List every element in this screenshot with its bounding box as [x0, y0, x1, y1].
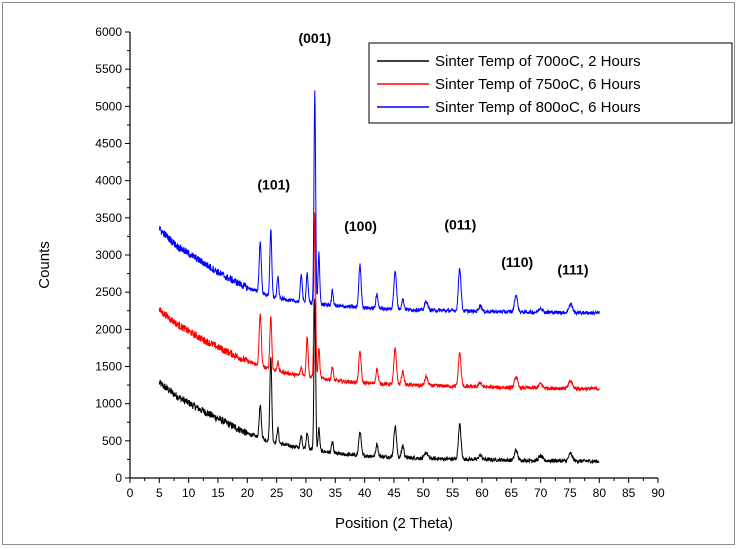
- peak-label: (100): [344, 218, 377, 234]
- x-tick-label: 0: [127, 486, 134, 500]
- y-ticks: 0 500 1000 1500 2000 2500 3000 3500 4000 4500 5000…: [95, 25, 130, 485]
- series-line-3: [158, 90, 600, 317]
- y-tick-label: 0: [115, 471, 122, 485]
- legend-entry: Sinter Temp of 750oC, 6 Hours: [435, 76, 641, 93]
- x-tick-label: 70: [534, 486, 548, 500]
- x-tick-label: 25: [270, 486, 284, 500]
- xrd-chart: 0 5 10 15 20 25 30 35 40 45 50 55 60 65 70 75 80 85 90 0 50…: [36, 25, 733, 532]
- x-tick-label: 20: [241, 486, 255, 500]
- series-line-2: [158, 212, 600, 393]
- series-line-1: [158, 298, 600, 465]
- legend-box: [368, 42, 733, 124]
- peak-label: (001): [298, 30, 331, 46]
- y-tick-label: 5000: [95, 99, 122, 113]
- y-axis-label: Counts: [36, 241, 53, 289]
- x-tick-label: 60: [475, 486, 489, 500]
- y-tick-label: 6000: [95, 25, 122, 39]
- x-tick-label: 35: [329, 486, 343, 500]
- y-tick-label: 3000: [95, 248, 122, 262]
- peak-label: (110): [501, 254, 533, 270]
- y-tick-label: 1000: [95, 397, 122, 411]
- y-tick-label: 4000: [95, 174, 122, 188]
- peak-annotations: (001) (101) (100) (011) (110) (111): [257, 30, 588, 277]
- x-tick-label: 30: [299, 486, 313, 500]
- peak-label: (101): [257, 177, 290, 193]
- x-tick-label: 40: [358, 486, 372, 500]
- peak-label: (111): [557, 261, 588, 277]
- peak-label: (011): [444, 217, 476, 233]
- legend: Sinter Temp of 700oC, 2 Hours Sinter Temp…: [368, 42, 733, 124]
- x-tick-label: 75: [563, 486, 577, 500]
- y-tick-label: 500: [102, 434, 122, 448]
- x-tick-label: 45: [387, 486, 401, 500]
- x-tick-label: 90: [651, 486, 665, 500]
- x-ticks: 0 5 10 15 20 25 30 35 40 45 50 55 60 65 70 75 80 85 90: [127, 478, 665, 500]
- legend-entry: Sinter Temp of 700oC, 2 Hours: [435, 53, 641, 70]
- x-tick-label: 80: [593, 486, 607, 500]
- x-axis-label: Position (2 Theta): [335, 515, 453, 532]
- y-tick-label: 2500: [95, 285, 122, 299]
- legend-entry: Sinter Temp of 800oC, 6 Hours: [435, 99, 641, 116]
- y-tick-label: 5500: [95, 62, 122, 76]
- x-tick-label: 50: [417, 486, 431, 500]
- x-tick-label: 55: [446, 486, 460, 500]
- x-tick-label: 85: [622, 486, 636, 500]
- y-tick-label: 4500: [95, 137, 122, 151]
- x-tick-label: 10: [182, 486, 196, 500]
- y-tick-label: 3500: [95, 211, 122, 225]
- x-tick-label: 65: [505, 486, 519, 500]
- x-tick-label: 15: [211, 486, 225, 500]
- series-layer: [158, 90, 600, 465]
- y-tick-label: 1500: [95, 360, 122, 374]
- x-tick-label: 5: [156, 486, 163, 500]
- y-tick-label: 2000: [95, 322, 122, 336]
